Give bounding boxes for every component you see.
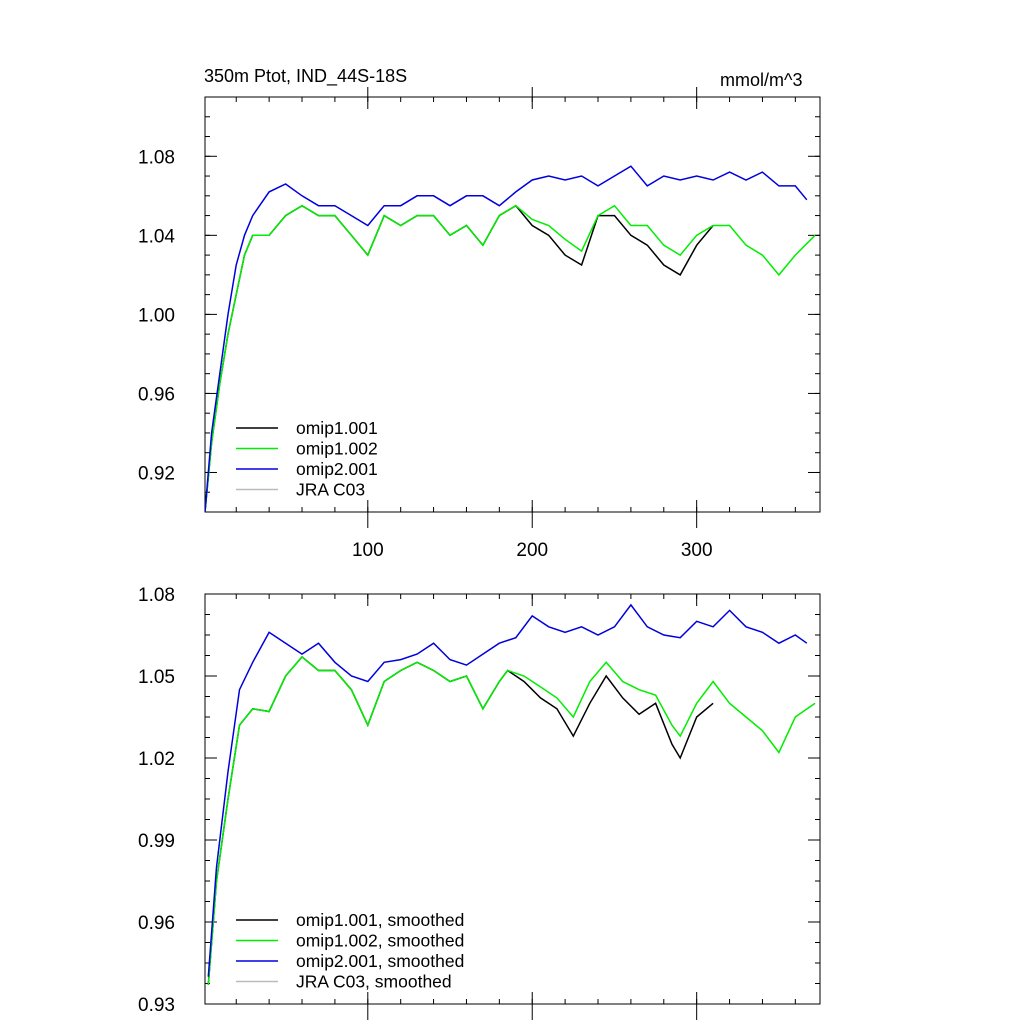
y-tick-label: 1.04 xyxy=(138,226,175,247)
y-tick-label: 0.99 xyxy=(138,831,175,852)
y-tick-label: 1.08 xyxy=(138,147,175,168)
y-tick-label: 0.93 xyxy=(138,995,175,1016)
y-tick-label: 0.96 xyxy=(138,384,175,405)
chart-title: 350m Ptot, IND_44S-18S xyxy=(204,66,408,86)
y-tick-label: 1.00 xyxy=(138,305,175,326)
y-tick-label: 0.92 xyxy=(138,463,175,484)
legend-label: omip1.001 xyxy=(296,418,378,438)
x-tick-label: 200 xyxy=(516,540,548,561)
smoothed-plot: 0.93 0.96 0.99 1.02 1.05 1.08 omip1.001, smoot… xyxy=(138,585,821,1020)
legend-label: omip1.002 xyxy=(296,439,378,459)
y-tick-label: 0.96 xyxy=(138,913,175,934)
y-tick-label: 1.02 xyxy=(138,749,175,770)
legend-label: omip1.001, smoothed xyxy=(296,910,464,930)
x-tick-label: 100 xyxy=(352,540,384,561)
plot-frame xyxy=(204,96,821,513)
legend-label: omip2.001, smoothed xyxy=(296,951,464,971)
legend-label: omip1.002, smoothed xyxy=(296,931,464,951)
y-tick-label: 1.05 xyxy=(138,667,175,688)
legend-label: JRA C03 xyxy=(296,480,365,500)
y-tick-label: 1.08 xyxy=(138,585,175,606)
series-line-omip1-002-smoothed xyxy=(207,655,816,985)
series-line-omip2-001-smoothed xyxy=(207,603,808,977)
series-line-omip1-001 xyxy=(205,204,714,512)
series-line-omip1-002 xyxy=(205,204,816,512)
units-label: mmol/m^3 xyxy=(720,70,803,90)
legend-label: JRA C03, smoothed xyxy=(296,972,452,992)
x-tick-label: 300 xyxy=(681,540,713,561)
legend-label: omip2.001 xyxy=(296,459,378,479)
series-line-omip2-001 xyxy=(205,165,808,512)
